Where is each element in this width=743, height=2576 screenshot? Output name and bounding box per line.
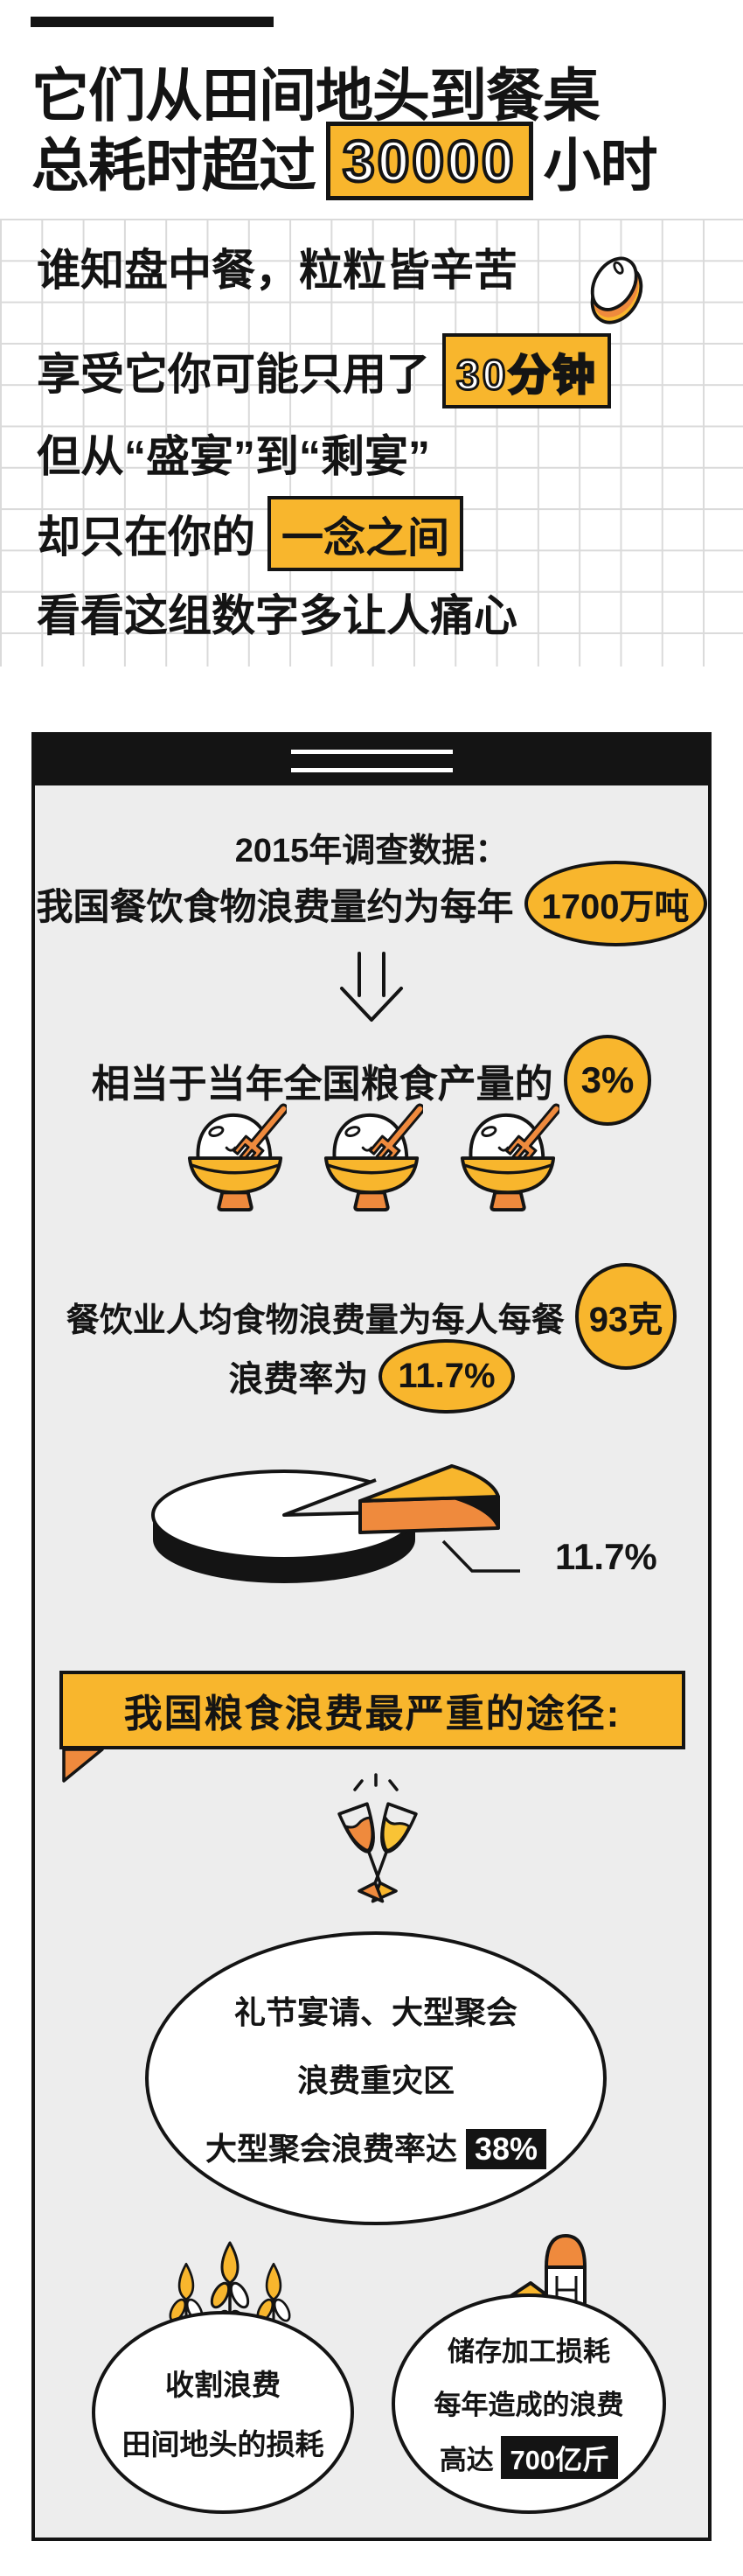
storage-line1: 储存加工损耗 [448,2335,610,2367]
per-capita-line: 餐饮业人均食物浪费量为每人每餐 93克 [35,1263,708,1370]
page-title-line1: 它们从田间地头到餐桌 [31,63,601,128]
annual-waste-badge: 1700万吨 [524,861,707,946]
intro-line-3: 但从“盛宴”到“剩宴” [37,417,430,489]
rice-bowl-icon [456,1102,559,1218]
per-capita-badge: 93克 [574,1263,677,1370]
intro-line5-text: 看看这组数字多让人痛心 [37,591,517,640]
storage-line3: 高达 700亿斤 [439,2435,619,2479]
annual-waste-line: 我国餐饮食物浪费量约为每年 1700万吨 [35,861,708,946]
waste-rate-badge: 11.7% [378,1338,515,1414]
pie-slice-label: 11.7% [555,1536,657,1577]
annual-waste-text: 我国餐饮食物浪费量约为每年 [36,885,514,927]
intro-line2-text: 享受它你可能只用了 [37,350,430,399]
storage-amount-badge: 700亿斤 [501,2435,619,2479]
title-line2-pre: 总耗时超过 [31,133,316,198]
harvest-callout: 收割浪费 田间地头的损耗 [92,2311,354,2514]
thought-highlight: 一念之间 [281,515,450,562]
storage-callout: 储存加工损耗 每年造成的浪费 高达 700亿斤 [392,2293,666,2514]
storage-line2: 每年造成的浪费 [434,2389,624,2420]
champagne-toast-icon [308,1767,448,1920]
banquet-line2: 浪费重灾区 [296,2063,455,2098]
minutes-highlight: 30分钟 [455,352,598,401]
grid-intro-section: 谁知盘中餐，粒粒皆辛苦 享受它你可能只用了 30分钟 但从“盛宴”到“剩宴” 却… [0,219,743,667]
banquet-callout: 礼节宴请、大型聚会 浪费重灾区 大型聚会浪费率达 38% [145,1931,607,2225]
card-header [35,736,708,785]
waste-rate-line: 浪费率为 11.7% [35,1336,708,1416]
rice-bowl-icon [320,1102,423,1218]
banquet-line1: 礼节宴请、大型聚会 [233,1994,517,2030]
rice-bowl-icon [184,1102,287,1218]
per-capita-text: 餐饮业人均食物浪费量为每人每餐 [66,1302,565,1339]
banquet-line3: 大型聚会浪费率达 38% [205,2124,547,2169]
harvest-line1: 收割浪费 [165,2369,281,2401]
hours-highlight: 30000 [341,127,517,195]
pie-chart-3d [118,1463,695,1595]
handle-line-icon [290,749,453,754]
page-title-line2: 总耗时超过 30000 小时 [31,122,658,200]
handle-line-icon [290,767,453,772]
storage-line3-text: 高达 [439,2444,494,2475]
survey-heading: 2015年调查数据： [35,823,708,871]
banquet-rate-badge: 38% [465,2129,547,2169]
waste-paths-banner-text: 我国粮食浪费最严重的途径: [123,1693,621,1735]
banquet-line3-text: 大型聚会浪费率达 [205,2131,457,2167]
harvest-line2: 田间地头的损耗 [122,2428,324,2461]
intro-line-2: 享受它你可能只用了 30分钟 [37,333,612,408]
share-line: 相当于当年全国粮食产量的 3% [35,1035,708,1126]
intro-line4-text: 却只在你的 [37,513,255,562]
intro-line-1: 谁知盘中餐，粒粒皆辛苦 [37,231,517,303]
intro-line1-text: 谁知盘中餐，粒粒皆辛苦 [37,246,517,295]
share-text: 相当于当年全国粮食产量的 [91,1063,553,1106]
rice-grain-icon [575,250,654,325]
waste-paths-banner: 我国粮食浪费最严重的途径: [59,1671,685,1749]
intro-line-4: 却只在你的 一念之间 [37,496,464,571]
intro-line-5: 看看这组数字多让人痛心 [37,576,517,648]
down-arrow-icon [337,952,406,1025]
title-line2-post: 小时 [543,133,658,198]
survey-heading-text: 2015年调查数据： [234,833,509,869]
waste-rate-text: 浪费率为 [228,1360,369,1399]
top-accent-bar [31,17,274,27]
share-badge: 3% [563,1035,652,1126]
intro-line3-text: 但从“盛宴”到“剩宴” [37,432,430,481]
banner-fold-icon [61,1748,107,1784]
stats-card: 2015年调查数据： 我国餐饮食物浪费量约为每年 1700万吨 相当于当年全国粮… [31,732,712,2541]
rice-bowls-row [35,1102,708,1218]
